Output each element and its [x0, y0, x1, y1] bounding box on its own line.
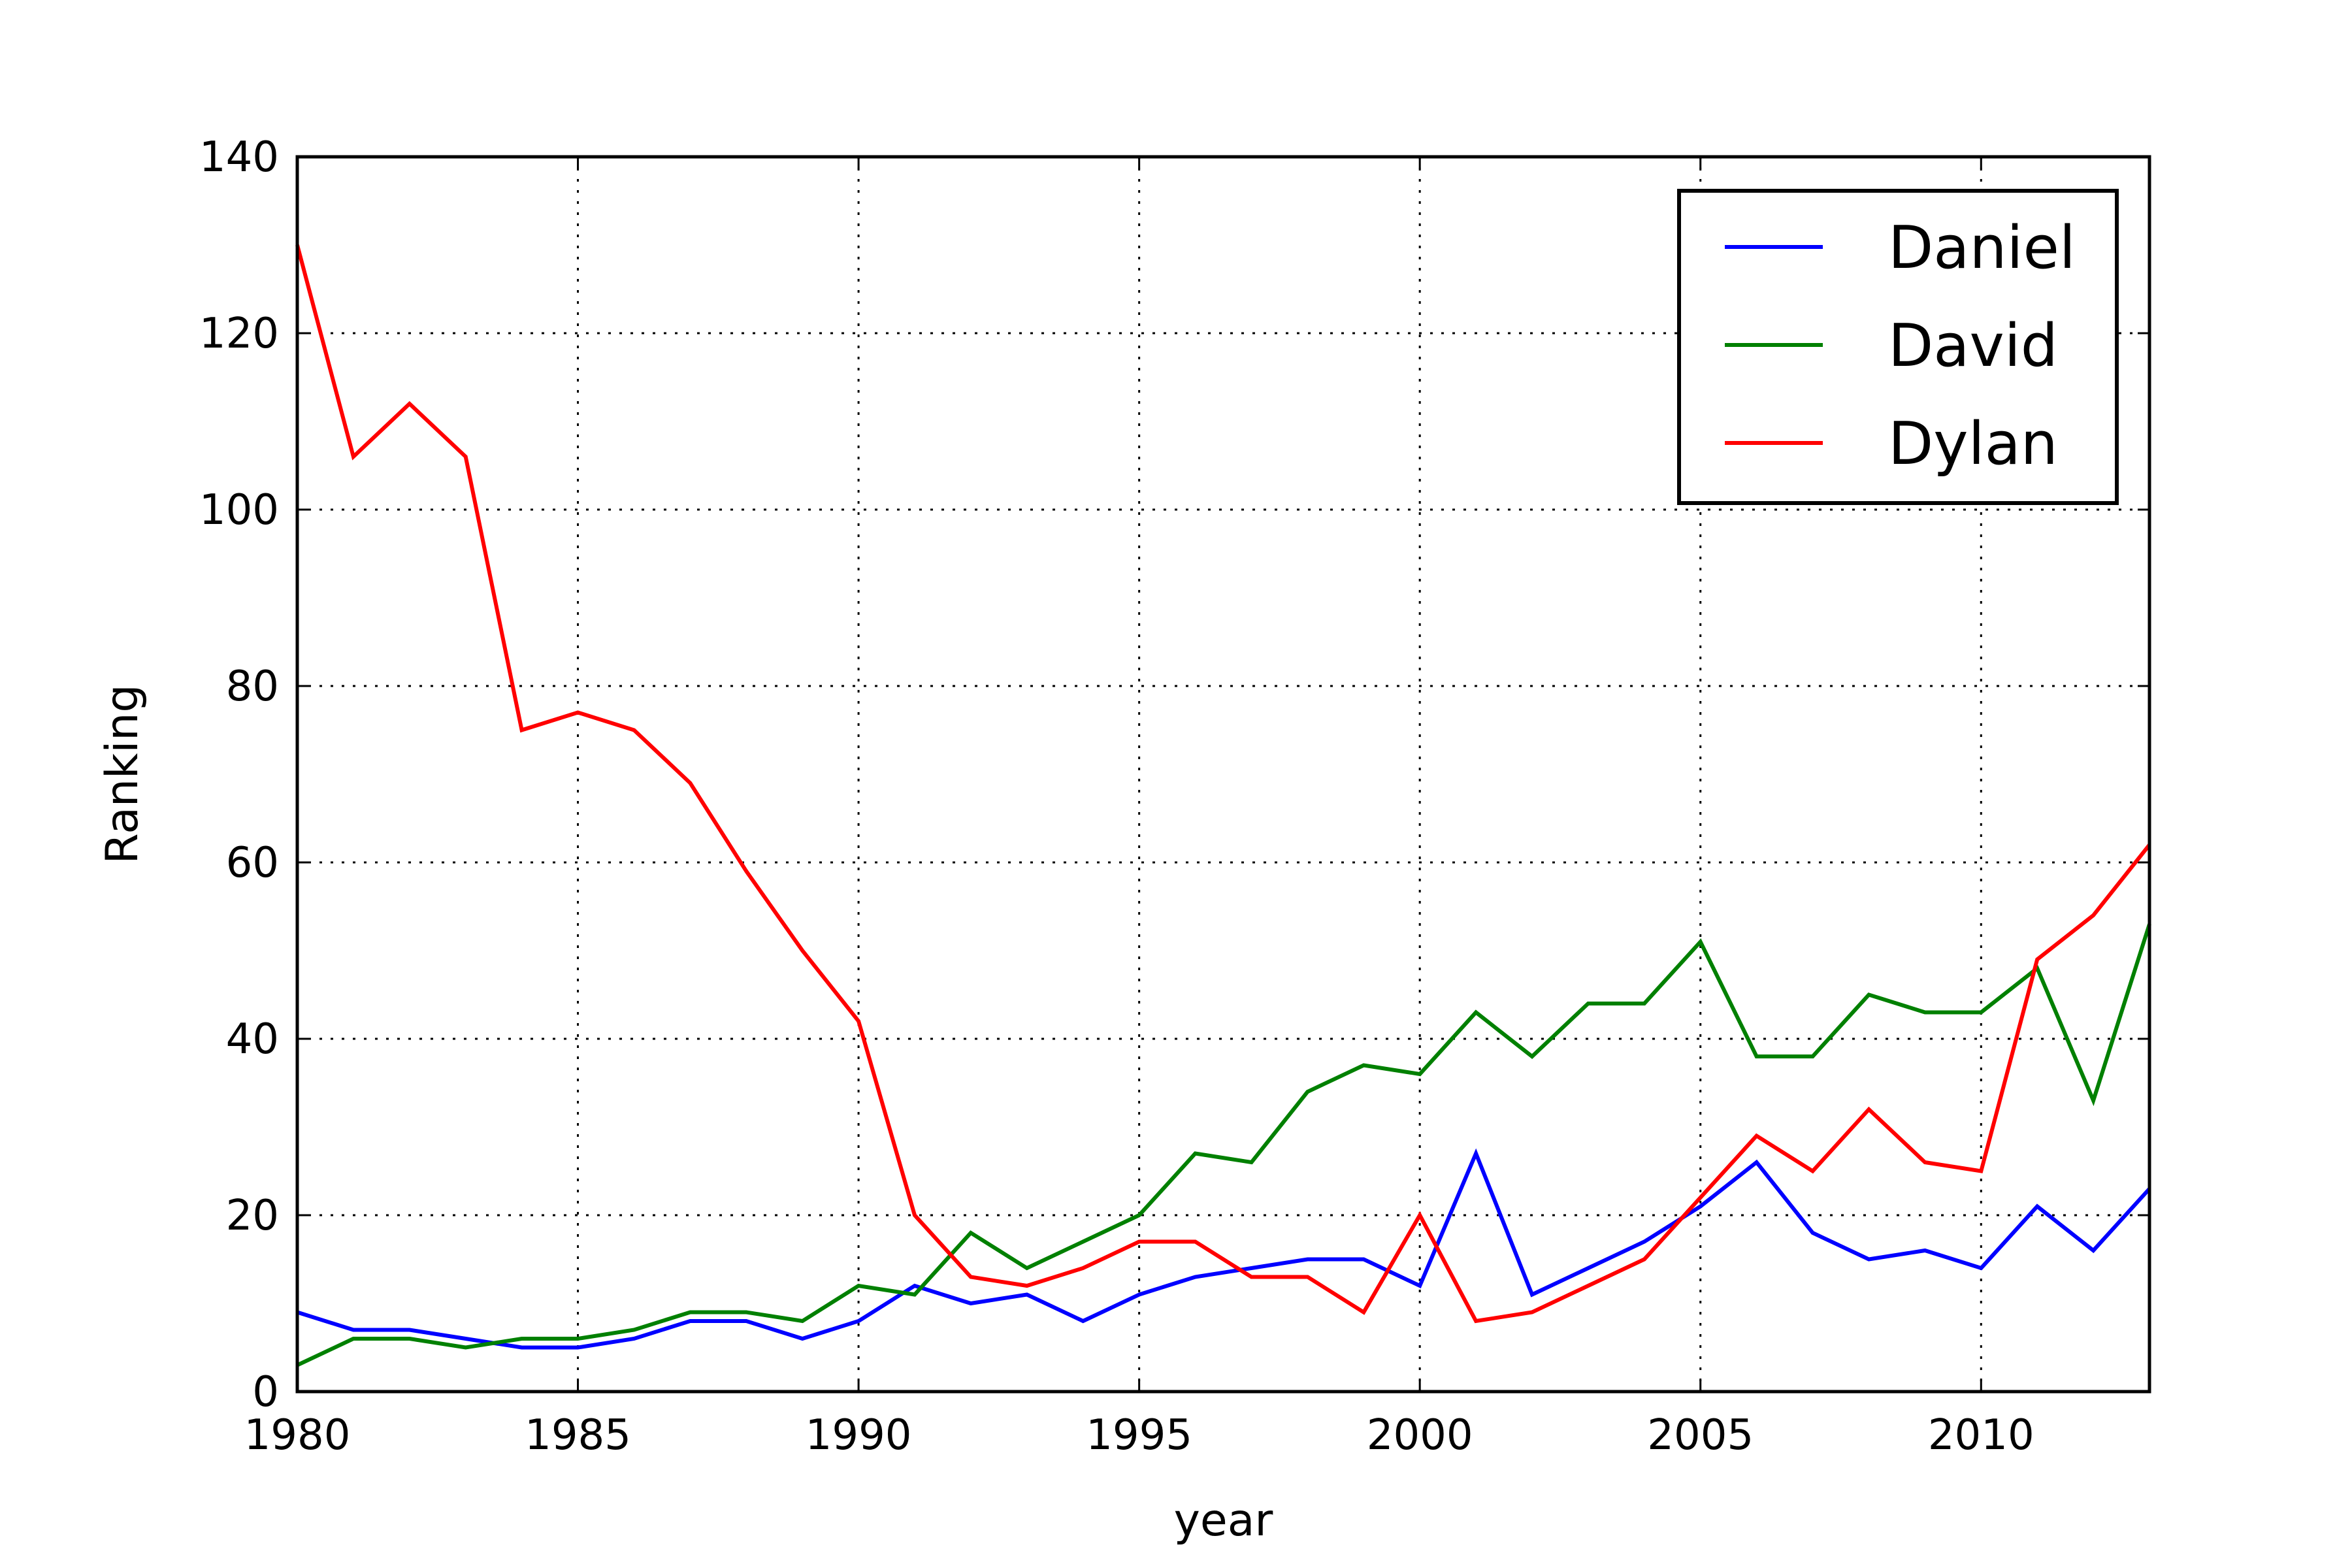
x-tick-label: 2010 [1928, 1411, 2034, 1460]
y-tick-label: 100 [199, 486, 279, 534]
legend-label-dylan: Dylan [1888, 410, 2058, 478]
x-axis-label: year [1174, 1495, 1273, 1546]
x-tick-label: 2000 [1367, 1411, 1473, 1460]
legend-label-david: David [1888, 312, 2058, 380]
y-tick-label: 40 [226, 1015, 279, 1064]
tick-labels: 1980 1985 1990 1995 2000 2005 2010 0 20 40 60 80 100… [199, 133, 2034, 1460]
y-axis-label: Ranking [97, 684, 148, 864]
series-line-dylan [295, 244, 2151, 1324]
plot-frame [295, 155, 2151, 1394]
x-tick-label: 1990 [806, 1411, 912, 1460]
x-tick-label: 1980 [244, 1411, 351, 1460]
x-tick-label: 1985 [525, 1411, 631, 1460]
series-lines [295, 244, 2151, 1367]
y-tick-label: 120 [199, 310, 279, 358]
x-tick-label: 1995 [1086, 1411, 1192, 1460]
legend-label-daniel: Daniel [1888, 214, 2076, 282]
legend: Daniel David Dylan [1677, 189, 2119, 505]
y-tick-label: 80 [226, 662, 279, 711]
y-tick-label: 0 [252, 1368, 279, 1416]
y-tick-label: 140 [199, 133, 279, 182]
y-tick-label: 20 [226, 1192, 279, 1240]
series-line-daniel [297, 1148, 2151, 1350]
x-tick-label: 2005 [1647, 1411, 1754, 1460]
series-line-david [296, 923, 2151, 1367]
y-tick-label: 60 [226, 839, 279, 887]
